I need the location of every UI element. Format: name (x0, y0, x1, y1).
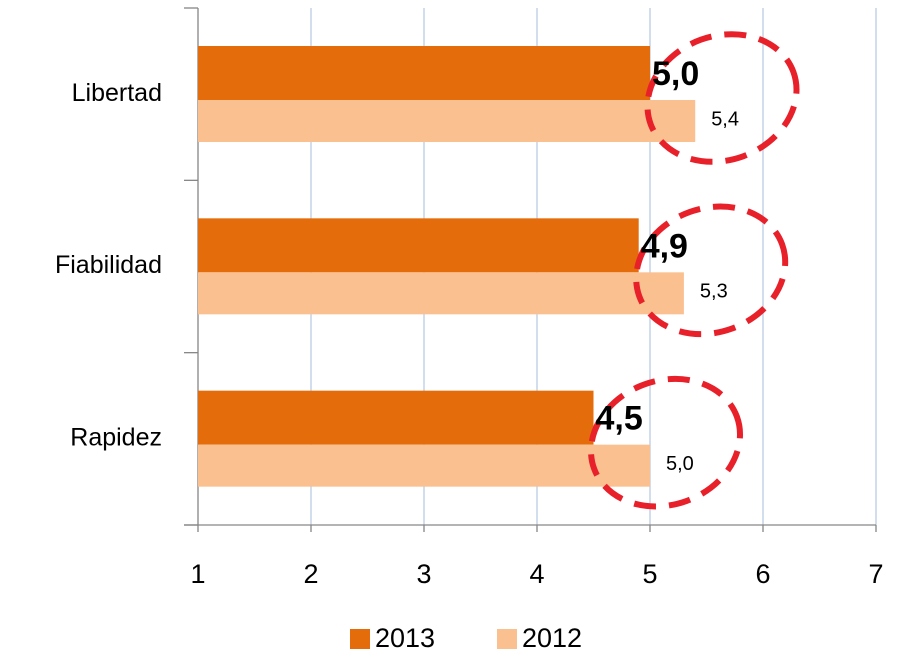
value-label: 5,0 (652, 55, 699, 93)
x-tick-label: 2 (303, 559, 318, 589)
x-tick-label: 6 (755, 559, 770, 589)
value-label: 5,3 (700, 281, 728, 303)
legend-swatch (350, 629, 370, 649)
x-tick-label: 7 (868, 559, 883, 589)
value-label: 4,5 (596, 400, 643, 438)
highlight-ellipse (644, 31, 800, 165)
highlight-ellipse (633, 203, 789, 338)
bar (198, 444, 650, 487)
legend-swatch (497, 629, 517, 649)
category-label: Libertad (72, 79, 162, 107)
category-label: Fiabilidad (55, 251, 162, 279)
bar (198, 46, 650, 100)
x-tick-label: 4 (529, 559, 544, 589)
x-tick-label: 1 (190, 559, 205, 589)
bar (198, 390, 594, 445)
bar (198, 100, 696, 142)
value-label: 5,4 (711, 108, 739, 130)
category-label: Rapidez (70, 423, 162, 451)
legend-label: 2012 (522, 623, 582, 653)
bar (198, 272, 684, 315)
highlight-ellipse (588, 375, 743, 510)
value-label: 4,9 (641, 227, 688, 265)
x-tick-label: 3 (416, 559, 431, 589)
value-label: 5,0 (666, 453, 694, 475)
bar (198, 218, 639, 273)
legend-label: 2013 (375, 623, 435, 653)
x-tick-label: 5 (642, 559, 657, 589)
